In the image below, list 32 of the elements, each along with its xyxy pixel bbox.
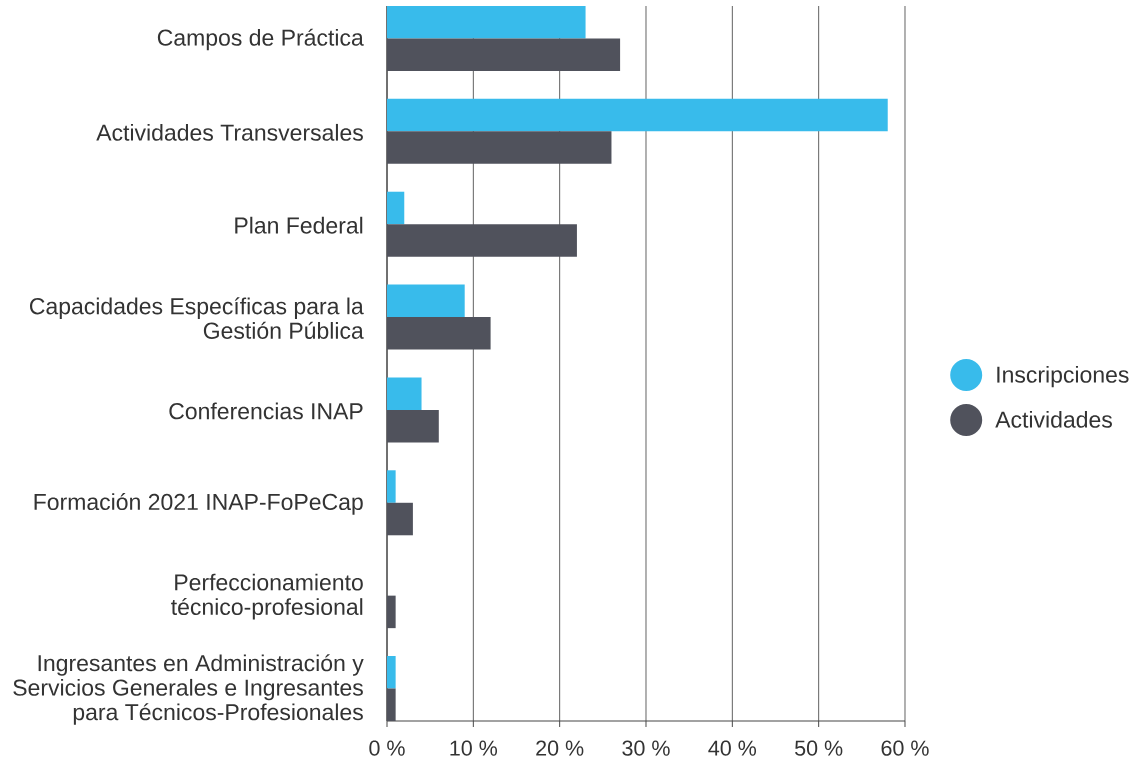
legend-label: Inscripciones [997, 365, 1129, 388]
y-tick-label: Formación 2021 INAP-FoPeCap [34, 492, 363, 515]
bar [387, 284, 465, 318]
y-tick-label: Actividades Transversales [96, 123, 363, 141]
bar [387, 6, 586, 39]
y-tick-label: Ingresantes en Administración y Servicios Generales e Ingresantes para Técnicos-Profesionales [13, 654, 364, 725]
bar [387, 377, 422, 410]
legend-label: Actividades [995, 410, 1112, 428]
x-tick-label: 20 % [536, 740, 584, 756]
y-tick-label: Plan Federal [235, 216, 363, 234]
x-tick-label: 50 % [795, 740, 843, 756]
x-tick-label: 0 % [369, 740, 405, 756]
y-tick-label: Campos de Práctica [157, 28, 364, 51]
bar [387, 131, 612, 164]
bar [387, 224, 577, 257]
bar [387, 38, 621, 72]
x-tick-label: 10 % [450, 740, 498, 756]
bar [387, 191, 405, 225]
bar [387, 502, 413, 536]
y-tick-label: Capacidades Específicas para la Gestión Pública [29, 297, 364, 339]
y-tick-label: Conferencias INAP [169, 402, 363, 420]
bar [387, 409, 439, 443]
x-tick-label: 60 % [881, 740, 929, 756]
bar [387, 688, 396, 721]
bar [387, 656, 396, 689]
bar [387, 595, 396, 629]
x-tick-label: 30 % [622, 740, 670, 756]
bar [387, 98, 888, 132]
bar [387, 317, 491, 350]
bar [387, 470, 396, 503]
x-tick-label: 40 % [708, 740, 757, 756]
y-tick-label: Perfeccionamiento técnico-profesional [171, 573, 363, 620]
